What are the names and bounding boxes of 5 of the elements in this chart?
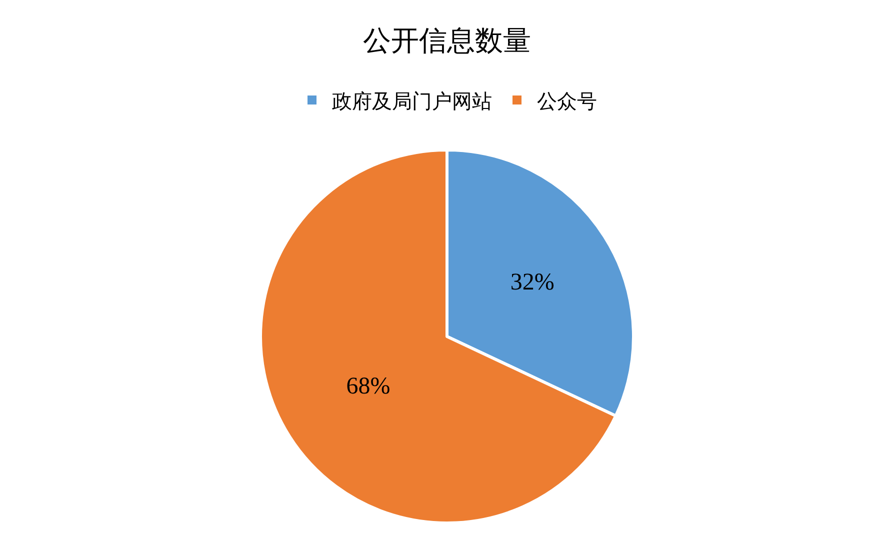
data-label: 32% bbox=[510, 269, 554, 296]
chart-title: 公开信息数量 bbox=[363, 24, 531, 57]
legend-label: 公众号 bbox=[537, 88, 597, 113]
data-label: 68% bbox=[346, 373, 390, 400]
legend-label: 政府及局门户网站 bbox=[332, 88, 492, 113]
